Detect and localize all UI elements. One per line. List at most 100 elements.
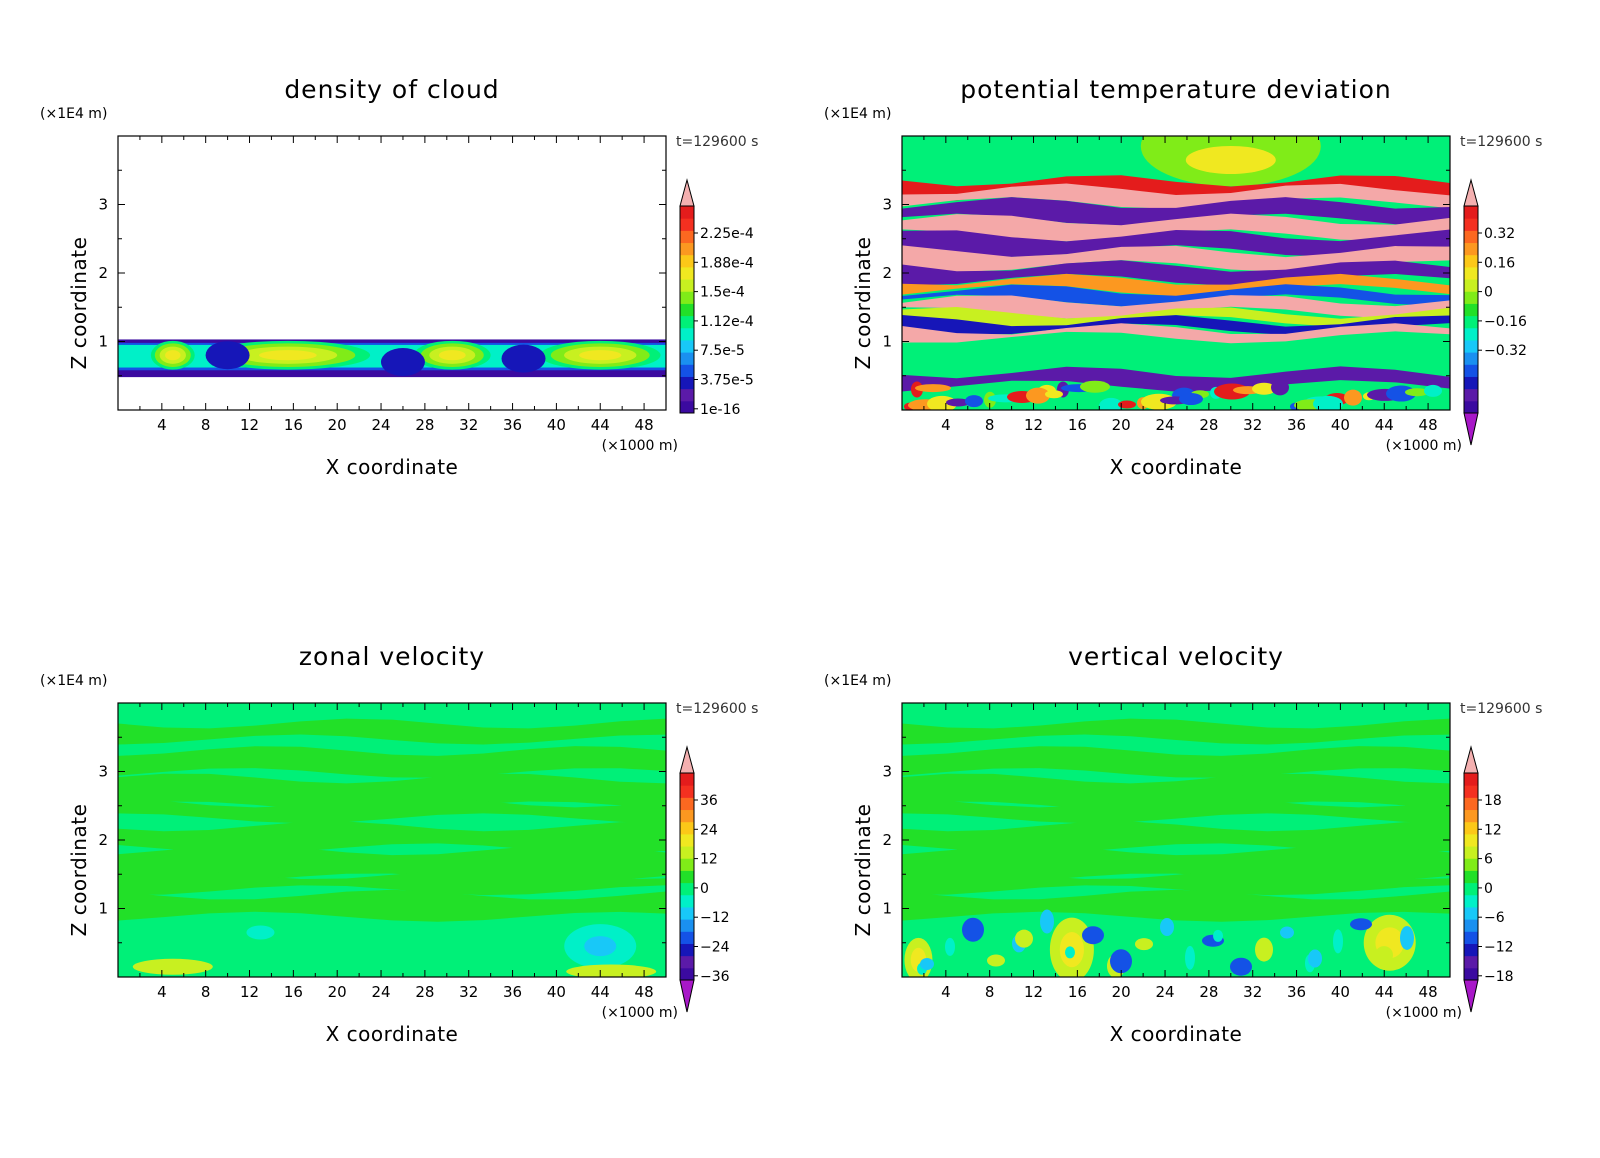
x-tick-label: 48 [635,983,654,1001]
velocity-layer [902,797,1450,824]
theta-layer [902,314,1450,336]
velocity-feature [1135,938,1153,951]
velocity-feature [1400,925,1414,950]
velocity-feature [1040,909,1054,934]
colorbar-segment [1464,327,1478,341]
colorbar-segment [680,943,694,957]
colorbar-label: 6 [1484,852,1493,868]
colorbar-segment [680,279,694,292]
x-tick-label: 32 [1243,416,1262,434]
time-stamp: t=129600 s [676,134,758,150]
x-tick-label: 40 [1331,416,1350,434]
x-unit: (×1000 m) [602,1005,678,1021]
field [118,339,666,378]
turbulence [1099,397,1123,410]
colorbar-segment [680,882,694,896]
colorbar-segment [680,797,694,811]
x-tick-label: 36 [1287,416,1306,434]
chart-title: potential temperature deviation [960,75,1391,104]
theta-layer [902,284,1450,307]
colorbar-segment [1464,388,1478,402]
colorbar-label: 0 [700,881,709,897]
velocity-feature [566,964,657,977]
x-tick-label: 16 [284,416,303,434]
chart-panel: vertical velocity (×1E4 m) t=129600 s (×100… [824,642,1542,1046]
y-tick-label: 3 [882,763,892,781]
turbulence [1179,393,1203,406]
x-tick-label: 36 [503,416,522,434]
time-stamp: t=129600 s [1460,701,1542,717]
velocity-feature [1160,917,1174,936]
colorbar-segment [680,242,694,256]
colorbar-segment [680,931,694,944]
colorbar-segment [680,364,694,377]
velocity-layer [118,746,666,778]
y-tick-label: 2 [882,264,892,282]
colorbar-segment [680,376,694,390]
field-inner [902,136,1450,410]
colorbar-segment [680,254,694,268]
x-tick-label: 16 [1068,983,1087,1001]
colorbar-segment [1464,279,1478,292]
velocity-feature [1065,946,1075,959]
colorbar-segment [1464,870,1478,884]
colorbar-segment [1464,218,1478,231]
velocity-layer [902,718,1450,745]
x-tick-label: 12 [240,983,259,1001]
colorbar-label: 0.32 [1484,226,1515,242]
cloud-blob [579,350,622,361]
colorbar-segment [1464,339,1478,353]
velocity-layer [902,889,1450,922]
turbulence [946,398,970,407]
field [118,703,666,977]
cap [1185,145,1276,174]
velocity-layer [118,773,666,812]
x-tick-label: 48 [1419,983,1438,1001]
x-tick-label: 32 [459,983,478,1001]
colorbar-segment [680,870,694,884]
colorbar-segment [680,785,694,798]
colorbar-segment [1464,894,1478,908]
field [902,136,1450,410]
velocity-feature [1015,929,1033,948]
field-inner [902,703,1450,977]
chart-panel: potential temperature deviation (×1E4 m) t… [824,75,1542,479]
colorbar-segment [1464,846,1478,859]
colorbar-label: −12 [1484,940,1514,956]
x-tick-label: 8 [201,416,211,434]
turbulence [1080,380,1110,393]
colorbar-segment [1464,400,1478,414]
x-axis-label: X coordinate [326,455,459,479]
colorbar-segment [1464,315,1478,329]
colorbar-segment [680,291,694,304]
theta-layer [902,366,1450,392]
x-unit: (×1000 m) [1386,1005,1462,1021]
x-unit: (×1000 m) [1386,438,1462,454]
theta-layer [902,229,1450,258]
colorbar-segment [1464,254,1478,268]
x-axis-label: X coordinate [326,1022,459,1046]
x-tick-label: 44 [591,416,610,434]
theta-layer [902,323,1450,344]
colorbar-segment [1464,931,1478,944]
velocity-feature [1110,949,1132,974]
y-tick-label: 1 [882,900,892,918]
colorbar-segment [680,846,694,859]
velocity-feature [1375,946,1393,965]
velocity-layer [118,797,666,824]
colorbar-segment [1464,858,1478,871]
x-tick-label: 36 [503,983,522,1001]
x-tick-label: 16 [284,983,303,1001]
x-tick-label: 4 [157,416,167,434]
y-unit: (×1E4 m) [40,673,107,689]
velocity-feature [1280,926,1294,939]
x-tick-label: 48 [1419,416,1438,434]
velocity-layer [902,821,1450,854]
colorbar-label: −0.32 [1484,343,1527,359]
x-tick-label: 4 [941,416,951,434]
y-axis-label: Z coordinate [851,237,875,370]
x-tick-label: 48 [635,416,654,434]
theta-layer [902,175,1450,204]
cloud-blob [259,350,317,361]
x-tick-label: 12 [1024,983,1043,1001]
